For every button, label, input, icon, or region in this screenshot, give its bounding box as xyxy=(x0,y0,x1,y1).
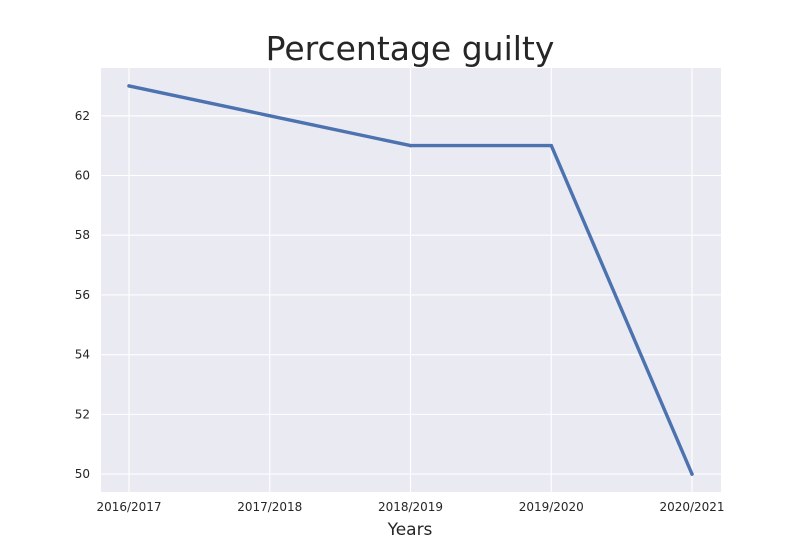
y-tick-label: 62 xyxy=(75,109,90,123)
x-tick-label: 2018/2019 xyxy=(378,500,443,514)
y-tick-label: 52 xyxy=(75,407,90,421)
y-tick-label: 56 xyxy=(75,288,90,302)
plot-area xyxy=(101,68,721,492)
x-tick-label: 2019/2020 xyxy=(519,500,584,514)
x-tick-label: 2017/2018 xyxy=(237,500,302,514)
x-axis-label: Years xyxy=(387,520,433,540)
data-point xyxy=(408,143,413,148)
x-tick-label: 2020/2021 xyxy=(659,500,724,514)
data-point xyxy=(127,84,131,88)
y-tick-label: 58 xyxy=(75,228,90,242)
data-point xyxy=(268,114,272,118)
data-point xyxy=(690,472,694,476)
grid-lines xyxy=(101,68,721,492)
y-tick-label: 54 xyxy=(75,348,90,362)
x-tick-label: 2016/2017 xyxy=(96,500,161,514)
x-axis-ticks: 2016/2017 2017/2018 2018/2019 2019/2020 2020… xyxy=(96,500,724,514)
data-point xyxy=(549,143,553,148)
y-tick-label: 50 xyxy=(75,467,90,481)
y-axis-ticks: 50 52 54 56 58 60 62 xyxy=(75,109,90,481)
y-tick-label: 60 xyxy=(75,168,90,182)
chart-title: Percentage guilty xyxy=(266,29,555,68)
series-layer xyxy=(127,84,694,476)
